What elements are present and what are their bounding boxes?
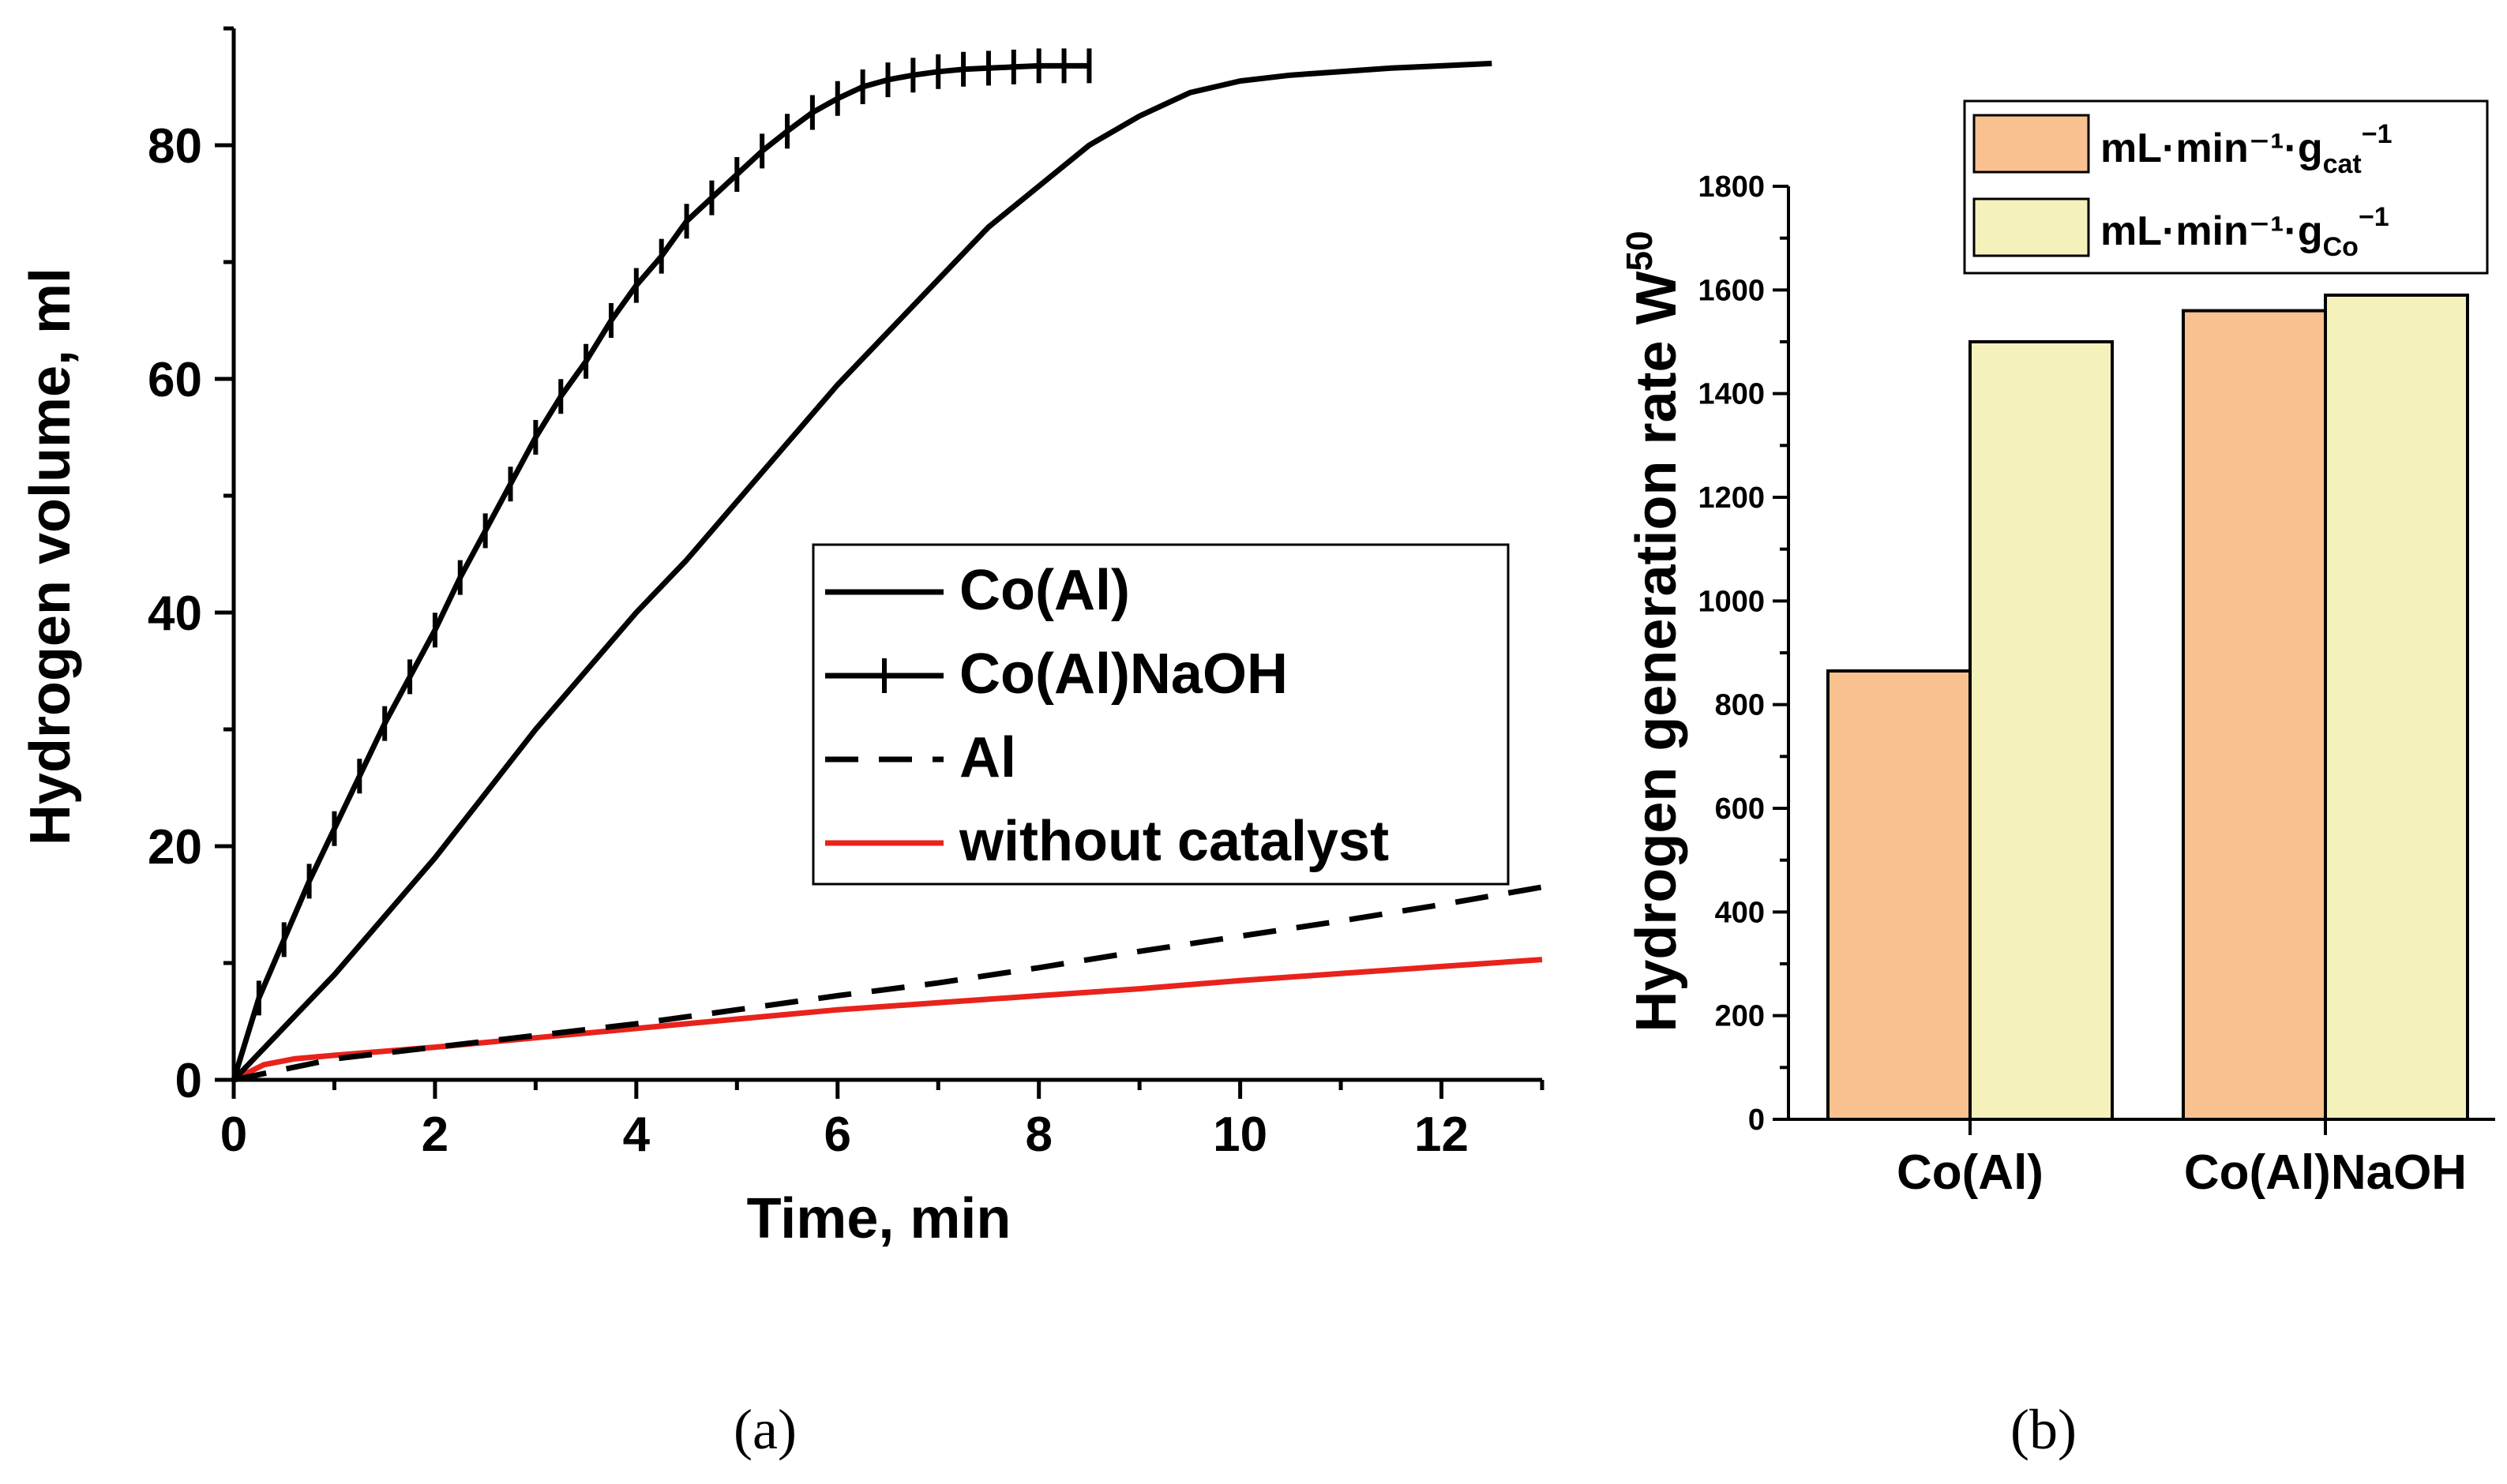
y-tick-label-b: 1800 bbox=[1698, 171, 1765, 204]
series-line-3 bbox=[232, 957, 1543, 1083]
bar-series-group bbox=[1826, 293, 2469, 1122]
y-tick-label-b: 1200 bbox=[1698, 482, 1765, 515]
legend-label-cat: mL·min⁻¹·gcat−1 bbox=[2100, 119, 2393, 179]
line-chart-panel-a: 0 2 4 6 8 10 12 0 20 40 60 80 Time, min Hydrogen v… bbox=[19, 26, 1544, 1461]
bar-0-1 bbox=[1968, 340, 2114, 1121]
y-axis-title-a: Hydrogen volume, ml bbox=[19, 268, 82, 845]
y-tick-label-a: 0 bbox=[175, 1054, 202, 1108]
legend-swatch-cat bbox=[1972, 114, 2090, 174]
y-tick-labels-a: 0 20 40 60 80 bbox=[148, 119, 202, 1108]
x-tick-label-b: Co(Al)NaOH bbox=[2184, 1145, 2467, 1200]
legend-label-co: mL·min⁻¹·gCo−1 bbox=[2100, 202, 2389, 262]
legend-label-cat-sup: −1 bbox=[2362, 119, 2393, 149]
y-tick-label-a: 40 bbox=[148, 586, 202, 641]
axes-a bbox=[215, 26, 1544, 1099]
y-tick-label-b: 600 bbox=[1715, 793, 1765, 826]
y-axis-title-b-superscript: 50 bbox=[1619, 230, 1660, 271]
legend-swatches-a bbox=[825, 589, 944, 846]
y-tick-label-a: 80 bbox=[148, 119, 202, 174]
legend-label-co-al-naoh: Co(Al)NaOH bbox=[959, 643, 1288, 706]
legend-box-a bbox=[812, 543, 1510, 886]
y-tick-labels-b: 0 200 400 600 800 1000 1200 1400 1600 1800 bbox=[1698, 171, 1765, 1137]
x-tick-label-a: 4 bbox=[623, 1107, 651, 1162]
series-line-0 bbox=[231, 60, 1492, 1082]
y-tick-label-b: 1400 bbox=[1698, 378, 1765, 411]
line-series-group bbox=[231, 48, 1543, 1083]
x-tick-label-a: 0 bbox=[220, 1107, 247, 1162]
y-tick-label-b: 800 bbox=[1715, 689, 1765, 722]
x-axis-title-a: Time, min bbox=[747, 1187, 1011, 1250]
x-tick-label-a: 2 bbox=[422, 1107, 448, 1162]
x-tick-labels-a: 0 2 4 6 8 10 12 bbox=[220, 1107, 1469, 1162]
legend-label-without-catalyst: without catalyst bbox=[959, 810, 1389, 873]
x-tick-label-a: 12 bbox=[1414, 1107, 1469, 1162]
axes-b bbox=[1773, 185, 2495, 1135]
legend-swatch-co bbox=[1972, 197, 2090, 257]
y-tick-label-b: 0 bbox=[1748, 1104, 1765, 1137]
x-tick-label-a: 8 bbox=[1025, 1107, 1052, 1162]
y-tick-label-a: 60 bbox=[148, 353, 202, 407]
legend-b: mL·min⁻¹·gcat−1 mL·min⁻¹·gCo−1 bbox=[1963, 99, 2489, 275]
bar-1-0 bbox=[2182, 309, 2327, 1122]
bar-0-0 bbox=[1826, 669, 1972, 1121]
y-tick-label-b: 200 bbox=[1715, 1000, 1765, 1033]
legend-a: Co(Al) Co(Al)NaOH Al without catalyst bbox=[812, 543, 1510, 886]
legend-label-co-al: Co(Al) bbox=[959, 559, 1130, 622]
y-axis-title-b: Hydrogen generation rate W50 bbox=[1619, 230, 1688, 1032]
x-tick-labels-b: Co(Al) Co(Al)NaOH bbox=[1897, 1145, 2467, 1200]
series-line-2 bbox=[233, 884, 1543, 1083]
x-tick-label-a: 10 bbox=[1213, 1107, 1267, 1162]
legend-label-al: Al bbox=[959, 726, 1016, 789]
legend-label-co-sub: Co bbox=[2323, 232, 2359, 262]
y-tick-label-b: 400 bbox=[1715, 896, 1765, 929]
y-tick-label-b: 1600 bbox=[1698, 274, 1765, 307]
y-tick-label-b: 1000 bbox=[1698, 585, 1765, 618]
y-tick-label-a: 20 bbox=[148, 820, 202, 875]
legend-label-cat-sub: cat bbox=[2323, 149, 2362, 179]
x-tick-label-a: 6 bbox=[824, 1107, 851, 1162]
bar-1-1 bbox=[2324, 293, 2469, 1121]
bar-chart-panel-b: Co(Al) Co(Al)NaOH 0 200 400 600 800 1000 1200 14… bbox=[1619, 99, 2495, 1461]
legend-label-co-sup: −1 bbox=[2359, 202, 2389, 232]
x-tick-label-b: Co(Al) bbox=[1897, 1145, 2044, 1200]
panel-label-a: (a) bbox=[734, 1398, 797, 1461]
panel-label-b: (b) bbox=[2010, 1398, 2077, 1461]
